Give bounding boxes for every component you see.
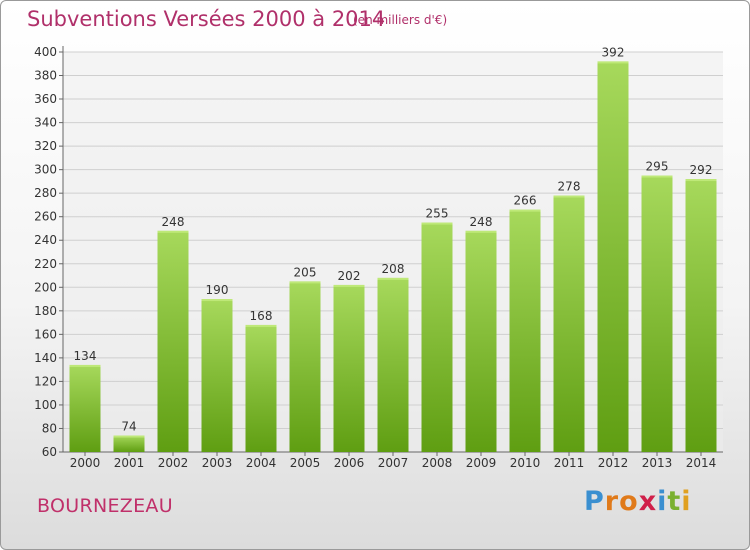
chart-title: Subventions Versées 2000 à 2014	[27, 7, 386, 31]
bar	[69, 364, 101, 452]
bar-highlight	[69, 364, 101, 367]
x-tick-label: 2003	[202, 456, 233, 470]
bar-highlight	[289, 281, 321, 284]
y-tick-label: 240	[34, 233, 57, 247]
data-label: 292	[690, 163, 713, 177]
logo-letter: t	[667, 486, 682, 517]
bar	[421, 222, 453, 452]
bar	[377, 277, 409, 452]
x-tick-label: 2005	[290, 456, 321, 470]
y-tick-label: 180	[34, 304, 57, 318]
commune-name: BOURNEZEAU	[37, 495, 173, 517]
bar-highlight	[685, 179, 717, 182]
logo-letter: r	[604, 486, 620, 517]
x-tick-label: 2010	[510, 456, 541, 470]
x-tick-label: 2004	[246, 456, 277, 470]
y-tick-label: 120	[34, 374, 57, 388]
x-tick-label: 2002	[158, 456, 189, 470]
data-label: 278	[558, 180, 581, 194]
bar-highlight	[465, 230, 497, 233]
bar-highlight	[201, 299, 233, 302]
chart-subtitle: (en milliers d'€)	[353, 13, 448, 27]
logo-letter: o	[619, 486, 639, 517]
y-tick-label: 300	[34, 163, 57, 177]
bar	[201, 299, 233, 452]
bar-highlight	[597, 61, 629, 64]
axes: 60 80 100 120 140 160 180 200 220 240 260 280 300 320…	[34, 45, 723, 470]
x-tick-label: 2000	[70, 456, 101, 470]
logo-letter: i	[657, 486, 668, 517]
y-tick-label: 100	[34, 398, 57, 412]
bar-highlight	[245, 324, 277, 327]
data-label: 134	[74, 349, 97, 363]
bar	[465, 230, 497, 452]
y-tick-label: 160	[34, 327, 57, 341]
data-label: 190	[206, 283, 229, 297]
y-tick-label: 340	[34, 116, 57, 130]
x-tick-label: 2007	[378, 456, 409, 470]
bar-highlight	[113, 435, 145, 438]
y-tick-label: 60	[42, 445, 57, 459]
bar-highlight	[509, 209, 541, 212]
data-label: 248	[162, 215, 185, 229]
y-tick-label: 200	[34, 280, 57, 294]
bar	[553, 195, 585, 452]
x-tick-label: 2014	[686, 456, 717, 470]
bar-highlight	[641, 175, 673, 178]
x-tick-label: 2009	[466, 456, 497, 470]
x-tick-label: 2011	[554, 456, 585, 470]
bar	[641, 175, 673, 452]
y-tick-label: 220	[34, 257, 57, 271]
data-label: 205	[294, 265, 317, 279]
data-label: 74	[121, 420, 136, 434]
data-label: 248	[470, 215, 493, 229]
data-label: 295	[646, 160, 669, 174]
bar	[597, 61, 629, 452]
y-tick-label: 360	[34, 92, 57, 106]
proxiti-logo: Proxiti	[584, 486, 692, 517]
logo-letter: i	[681, 486, 692, 517]
bar-highlight	[553, 195, 585, 198]
x-tick-label: 2012	[598, 456, 629, 470]
y-tick-label: 80	[42, 421, 57, 435]
bar-highlight	[333, 284, 365, 287]
data-label: 255	[426, 207, 449, 221]
y-tick-label: 380	[34, 69, 57, 83]
bar	[685, 179, 717, 452]
x-tick-label: 2001	[114, 456, 145, 470]
x-tick-label: 2008	[422, 456, 453, 470]
bar	[509, 209, 541, 452]
data-label: 208	[382, 262, 405, 276]
logo-letter: P	[584, 486, 605, 517]
bar	[333, 284, 365, 452]
bar-highlight	[421, 222, 453, 225]
y-tick-label: 280	[34, 186, 57, 200]
x-tick-label: 2013	[642, 456, 673, 470]
bar-highlight	[157, 230, 189, 233]
x-tick-label: 2006	[334, 456, 365, 470]
y-tick-label: 260	[34, 210, 57, 224]
data-label: 202	[338, 269, 361, 283]
bar	[113, 435, 145, 452]
y-tick-label: 320	[34, 139, 57, 153]
data-label: 168	[250, 309, 273, 323]
bar-highlight	[377, 277, 409, 280]
data-label: 266	[514, 194, 537, 208]
logo-letter: x	[638, 486, 658, 517]
data-labels: 134 74 248 190 168 205 202 208 255 248 266 278 392 29…	[74, 45, 713, 433]
bars	[69, 61, 717, 452]
bar	[245, 324, 277, 452]
bar	[289, 281, 321, 452]
y-tick-label: 400	[34, 45, 57, 59]
y-tick-label: 140	[34, 351, 57, 365]
data-label: 392	[602, 45, 625, 59]
bar	[157, 230, 189, 452]
